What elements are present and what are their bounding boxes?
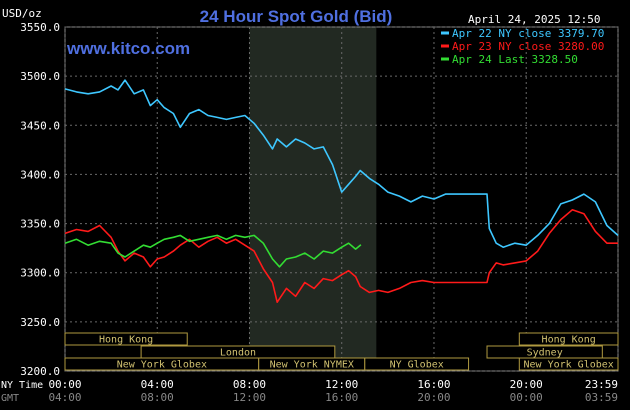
x-tick-label-gmt: 16:00 bbox=[325, 391, 358, 404]
x-tick-label-ny: 08:00 bbox=[233, 378, 266, 391]
x-tick-label-ny: 16:00 bbox=[417, 378, 450, 391]
legend-entry: Apr 23 NY close 3280.00 bbox=[452, 40, 604, 53]
series-line-2 bbox=[64, 209, 618, 304]
x-tick-label-gmt: 20:00 bbox=[417, 391, 450, 404]
session-label: NY Globex bbox=[390, 360, 444, 371]
x-tick-label-ny: 23:59 bbox=[585, 378, 618, 391]
y-tick-label: 3200.0 bbox=[20, 365, 60, 378]
y-tick-label: 3550.0 bbox=[20, 21, 60, 34]
x-tick-label-ny: 20:00 bbox=[510, 378, 543, 391]
session-bar bbox=[364, 357, 470, 371]
session-bar bbox=[518, 332, 619, 346]
y-tick-label: 3400.0 bbox=[20, 168, 60, 181]
series-layer bbox=[64, 79, 619, 304]
y-tick-label: 3350.0 bbox=[20, 218, 60, 231]
tick-labels: 3550.0 3500.0 3450.0 3400.0 3350.0 3300.0 3250… bbox=[20, 21, 618, 404]
legend-entry: Apr 24 Last 3328.50 bbox=[452, 53, 578, 66]
ny-time-label: NY Time bbox=[1, 380, 43, 391]
x-tick-label-gmt: 03:59 bbox=[585, 391, 618, 404]
series-line-3 bbox=[64, 234, 362, 268]
x-tick-label-ny: 04:00 bbox=[141, 378, 174, 391]
chart-title: 24 Hour Spot Gold (Bid) bbox=[200, 7, 393, 26]
series-line-1 bbox=[64, 79, 619, 248]
highlight-band bbox=[249, 27, 377, 371]
gmt-label: GMT bbox=[1, 393, 19, 404]
session-label: New York Globex bbox=[117, 360, 207, 371]
session-label: Hong Kong bbox=[99, 335, 153, 346]
session-bar bbox=[518, 357, 619, 371]
session-label: London bbox=[220, 348, 256, 359]
session-bar bbox=[64, 332, 188, 346]
y-tick-label: 3250.0 bbox=[20, 316, 60, 329]
session-label: New York NYMEX bbox=[270, 360, 354, 371]
legend-entry: Apr 22 NY close 3379.70 bbox=[452, 27, 604, 40]
brand-watermark: www.kitco.com bbox=[66, 39, 190, 58]
session-label: Hong Kong bbox=[542, 335, 596, 346]
session-label: New York Globex bbox=[523, 360, 613, 371]
y-tick-label: 3300.0 bbox=[20, 267, 60, 280]
highlight-band-layer bbox=[249, 27, 377, 371]
unit-label: USD/oz bbox=[2, 7, 42, 20]
x-tick-label-gmt: 08:00 bbox=[141, 391, 174, 404]
timestamp: April 24, 2025 12:50 bbox=[468, 13, 600, 26]
x-tick-label-gmt: 00:00 bbox=[510, 391, 543, 404]
x-tick-label-ny: 12:00 bbox=[325, 378, 358, 391]
y-tick-label: 3500.0 bbox=[20, 70, 60, 83]
session-label: Sydney bbox=[527, 348, 563, 359]
x-tick-label-ny: 00:00 bbox=[48, 378, 81, 391]
x-tick-label-gmt: 12:00 bbox=[233, 391, 266, 404]
y-tick-label: 3450.0 bbox=[20, 119, 60, 132]
x-tick-label-gmt: 04:00 bbox=[48, 391, 81, 404]
